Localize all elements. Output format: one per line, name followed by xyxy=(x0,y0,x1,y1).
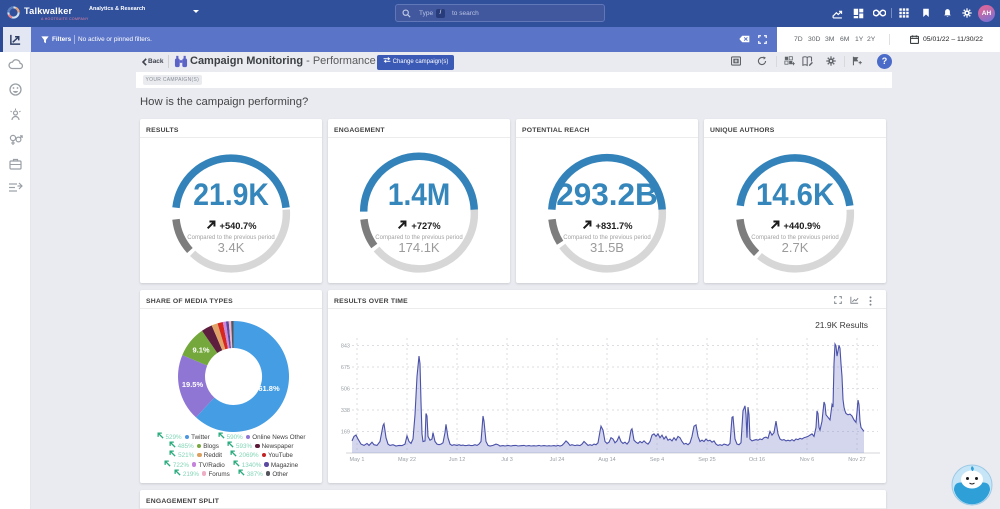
svg-text:169: 169 xyxy=(341,430,350,436)
svg-text:19.5%: 19.5% xyxy=(182,380,204,389)
svg-text:Aug 14: Aug 14 xyxy=(598,457,615,463)
svg-text:61.8%: 61.8% xyxy=(258,384,280,393)
svg-text:Sep 25: Sep 25 xyxy=(698,457,715,463)
svg-text:Jun 12: Jun 12 xyxy=(449,457,466,463)
svg-text:Oct 16: Oct 16 xyxy=(749,457,765,463)
svg-text:Jul 24: Jul 24 xyxy=(550,457,565,463)
svg-text:May 1: May 1 xyxy=(350,457,365,463)
svg-text:Nov 6: Nov 6 xyxy=(800,457,814,463)
svg-text:Nov 27: Nov 27 xyxy=(848,457,865,463)
svg-text:675: 675 xyxy=(341,365,350,371)
svg-text:843: 843 xyxy=(341,344,350,350)
svg-text:Jul 3: Jul 3 xyxy=(501,457,513,463)
svg-text:338: 338 xyxy=(341,408,350,414)
svg-text:May 22: May 22 xyxy=(398,457,416,463)
svg-text:506: 506 xyxy=(341,387,350,393)
svg-text:9.1%: 9.1% xyxy=(192,346,209,355)
svg-text:Sep 4: Sep 4 xyxy=(650,457,664,463)
